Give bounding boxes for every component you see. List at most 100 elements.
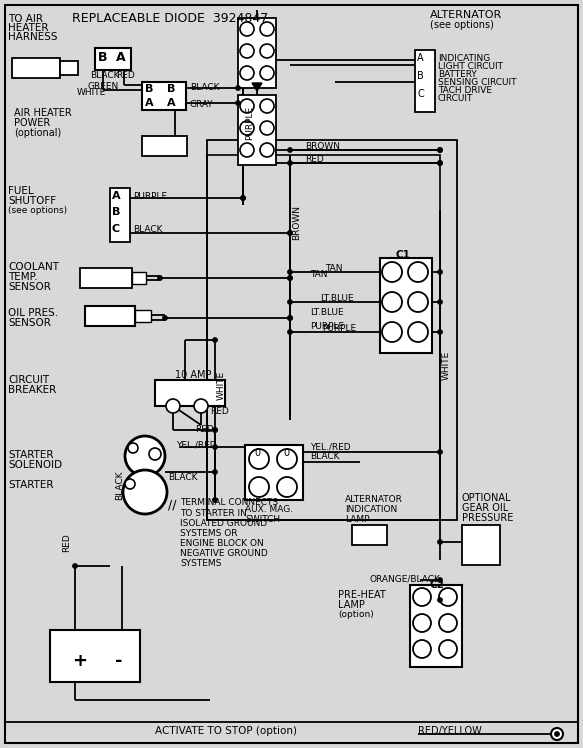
Text: ISOLATED GROUND: ISOLATED GROUND — [180, 519, 267, 528]
Text: ENGINE BLOCK ON: ENGINE BLOCK ON — [180, 539, 264, 548]
Text: (see options): (see options) — [430, 20, 494, 30]
Text: 0: 0 — [254, 448, 260, 458]
Circle shape — [240, 22, 254, 36]
Text: RED: RED — [116, 71, 135, 80]
Circle shape — [236, 100, 241, 105]
Text: PRESSURE: PRESSURE — [462, 513, 514, 523]
Circle shape — [287, 275, 293, 280]
Text: GEAR OIL: GEAR OIL — [462, 503, 508, 513]
Text: TO STARTER IN: TO STARTER IN — [180, 509, 247, 518]
Circle shape — [240, 44, 254, 58]
Text: RED: RED — [62, 533, 71, 552]
Text: CIRCUIT: CIRCUIT — [8, 375, 49, 385]
Circle shape — [554, 732, 560, 737]
Text: INDICATION: INDICATION — [345, 505, 397, 514]
Text: A: A — [417, 53, 424, 63]
Text: BLACK: BLACK — [310, 452, 339, 461]
Circle shape — [249, 449, 269, 469]
Circle shape — [157, 275, 163, 280]
Text: HEATER: HEATER — [8, 23, 48, 33]
Text: SYSTEMS OR: SYSTEMS OR — [180, 529, 237, 538]
Text: BLACK: BLACK — [168, 473, 198, 482]
Text: TEMP.: TEMP. — [8, 272, 38, 282]
Text: (option): (option) — [338, 610, 374, 619]
Circle shape — [413, 614, 431, 632]
Circle shape — [408, 322, 428, 342]
Circle shape — [163, 316, 167, 320]
Text: RED/YELLOW: RED/YELLOW — [418, 726, 482, 736]
Bar — [132, 272, 146, 284]
Circle shape — [437, 299, 442, 304]
Circle shape — [413, 588, 431, 606]
Circle shape — [437, 269, 442, 275]
Text: BREAKER: BREAKER — [8, 385, 56, 395]
Text: LAMP: LAMP — [338, 600, 365, 610]
Text: +: + — [72, 652, 87, 670]
Text: STARTER: STARTER — [8, 450, 54, 460]
Circle shape — [240, 99, 254, 113]
Text: SENSOR: SENSOR — [8, 282, 51, 292]
Text: AIR HEATER: AIR HEATER — [14, 108, 72, 118]
Circle shape — [437, 598, 442, 602]
Text: ALTERNATOR: ALTERNATOR — [345, 495, 403, 504]
Circle shape — [382, 292, 402, 312]
Circle shape — [249, 477, 269, 497]
Text: RED: RED — [305, 155, 324, 164]
Circle shape — [240, 66, 254, 80]
Circle shape — [241, 195, 245, 200]
Text: AUX. MAG.: AUX. MAG. — [245, 505, 293, 514]
Text: B: B — [145, 84, 153, 94]
Text: WHITE: WHITE — [77, 88, 106, 97]
Bar — [50, 630, 140, 682]
Text: ALTERNATOR: ALTERNATOR — [430, 10, 502, 20]
Circle shape — [437, 577, 442, 583]
Text: TAN: TAN — [310, 270, 328, 279]
Circle shape — [260, 121, 274, 135]
Circle shape — [287, 230, 293, 236]
Bar — [142, 136, 187, 156]
Text: YEL./RED: YEL./RED — [310, 442, 350, 451]
Text: NEGATIVE GROUND: NEGATIVE GROUND — [180, 549, 268, 558]
Circle shape — [287, 161, 293, 165]
Circle shape — [437, 450, 442, 455]
Bar — [110, 188, 130, 242]
Text: TAN: TAN — [325, 264, 342, 273]
Text: C2: C2 — [430, 580, 445, 590]
Text: LIGHT CIRCUIT: LIGHT CIRCUIT — [438, 62, 503, 71]
Text: SYSTEMS: SYSTEMS — [180, 559, 222, 568]
Text: OPTIONAL: OPTIONAL — [462, 493, 511, 503]
Circle shape — [241, 195, 245, 200]
Text: SHUTOFF: SHUTOFF — [8, 196, 56, 206]
Bar — [60, 61, 78, 75]
Circle shape — [260, 143, 274, 157]
Bar — [12, 58, 60, 78]
Circle shape — [439, 640, 457, 658]
Text: C1: C1 — [396, 250, 411, 260]
Circle shape — [260, 66, 274, 80]
Text: ACTIVATE TO STOP (option): ACTIVATE TO STOP (option) — [155, 726, 297, 736]
Text: C: C — [417, 89, 424, 99]
Bar — [415, 50, 435, 112]
Text: BATTERY: BATTERY — [438, 70, 477, 79]
Text: PURPLE: PURPLE — [310, 322, 344, 331]
Text: B: B — [417, 71, 424, 81]
Circle shape — [123, 470, 167, 514]
Text: REPLACEABLE DIODE  3924847: REPLACEABLE DIODE 3924847 — [72, 12, 268, 25]
Text: ORANGE/BLACK: ORANGE/BLACK — [370, 575, 441, 584]
Text: -: - — [115, 652, 122, 670]
Circle shape — [437, 161, 442, 165]
Text: C: C — [112, 224, 120, 234]
Text: TO AIR: TO AIR — [8, 14, 43, 24]
Text: PURPLE: PURPLE — [322, 324, 356, 333]
Circle shape — [287, 230, 293, 236]
Text: A: A — [116, 51, 125, 64]
Circle shape — [287, 316, 293, 320]
Circle shape — [437, 330, 442, 334]
Circle shape — [287, 299, 293, 304]
Circle shape — [408, 262, 428, 282]
Circle shape — [212, 444, 217, 450]
Text: A: A — [112, 191, 121, 201]
Bar — [410, 585, 462, 667]
Text: GREEN: GREEN — [87, 82, 118, 91]
Bar — [142, 82, 186, 110]
